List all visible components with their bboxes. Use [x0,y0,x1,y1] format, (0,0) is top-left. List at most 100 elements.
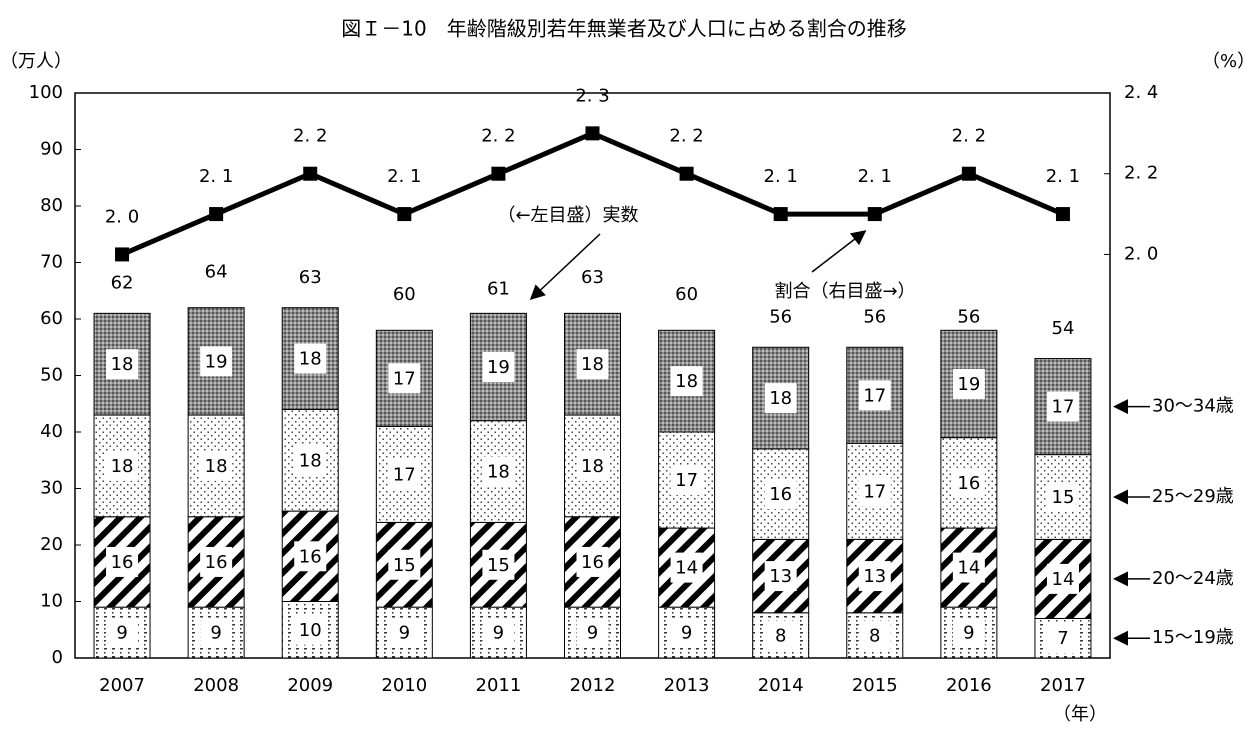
y2-tick-label: 2. 0 [1124,243,1158,264]
total-label: 63 [299,267,322,288]
value-label-box [764,479,797,510]
ratio-marker [209,207,224,222]
value-label-box [388,549,421,580]
ratio-label: 2. 2 [293,126,327,147]
value-label-box [294,614,327,645]
ratio-marker [303,166,318,181]
value-label: 15 [1052,487,1075,508]
value-label: 13 [863,566,886,587]
ratio-label: 2. 1 [387,166,421,187]
value-label: 19 [205,351,228,372]
y-tick-label: 70 [40,252,63,273]
value-label: 9 [116,623,127,644]
x-tick-label: 2016 [946,675,992,696]
total-label: 56 [863,307,886,328]
x-axis-label: （年） [1053,704,1107,725]
value-label-box [952,617,985,648]
ratio-label: 2. 1 [1046,166,1080,187]
value-label-box [952,552,985,583]
y-tick-label: 100 [29,82,63,103]
value-label: 9 [587,623,598,644]
value-label: 17 [393,368,416,389]
value-label: 18 [299,349,322,370]
value-label: 14 [957,558,980,579]
total-label: 54 [1052,318,1075,339]
value-label-box [576,450,609,481]
chart-title: 図Ｉ－10 年齢階級別若年無業者及び人口に占める割合の推移 [341,17,906,41]
total-label: 63 [581,267,604,288]
total-label: 60 [675,284,698,305]
value-label-box [106,349,139,380]
annotation-arrow [811,230,867,273]
ratio-line [121,130,1064,257]
value-label: 17 [675,470,698,491]
value-label-box [1046,391,1079,422]
legend-label: 15～19歳 [1152,627,1234,648]
value-label-box [106,617,139,648]
y-tick-label: 10 [40,591,63,612]
ratio-label: 2. 1 [764,166,798,187]
value-label: 14 [675,558,698,579]
value-label: 15 [487,555,510,576]
legend-label: 25～29歳 [1152,486,1234,507]
value-label: 17 [863,481,886,502]
x-tick-label: 2014 [758,675,804,696]
y-tick-label: 40 [40,421,63,442]
value-label-box [200,450,233,481]
value-label-box [294,445,327,476]
value-label-box [388,363,421,394]
ratio-marker [679,166,694,181]
ratio-label: 2. 0 [105,206,139,227]
ratio-marker [773,207,788,222]
value-label-box [952,467,985,498]
value-label: 17 [393,464,416,485]
legend-label: 20～24歳 [1152,568,1234,589]
value-label-box [482,549,515,580]
x-tick-label: 2009 [287,675,333,696]
total-label: 56 [957,307,980,328]
value-label: 9 [210,623,221,644]
ratio-marker [115,247,130,262]
x-tick-label: 2015 [852,675,898,696]
value-label: 9 [493,623,504,644]
value-label-box [858,561,891,592]
value-label-box [576,617,609,648]
annotation: （←左目盛）実数 [497,205,638,226]
value-label-box [670,366,703,397]
total-label: 61 [487,278,510,299]
x-tick-label: 2017 [1040,675,1086,696]
value-label: 14 [1052,569,1075,590]
x-tick-label: 2010 [381,675,427,696]
value-label: 18 [581,456,604,477]
ratio-marker [397,207,412,222]
value-label-box [764,561,797,592]
x-tick-label: 2007 [99,675,145,696]
y-tick-label: 50 [40,365,63,386]
value-label-box [576,349,609,380]
annotation-arrow [529,233,601,301]
value-label-box [200,346,233,377]
value-label-box [670,617,703,648]
value-label-box [670,552,703,583]
value-label: 18 [205,456,228,477]
value-label-box [294,541,327,572]
value-label: 17 [1052,397,1075,418]
value-label-box [200,546,233,577]
value-label-box [764,383,797,414]
y-tick-label: 60 [40,308,63,329]
value-label-box [1046,481,1079,512]
value-label-box [764,620,797,651]
value-label-box [670,465,703,496]
value-label-box [106,450,139,481]
value-label-box [482,456,515,487]
value-label-box [858,476,891,507]
value-label: 18 [487,462,510,483]
total-label: 60 [393,284,416,305]
value-label: 18 [299,450,322,471]
y2-tick-label: 2. 4 [1124,82,1158,103]
value-label: 18 [675,371,698,392]
value-label: 17 [863,385,886,406]
ratio-label: 2. 3 [575,85,609,106]
ratio-label: 2. 2 [481,126,515,147]
